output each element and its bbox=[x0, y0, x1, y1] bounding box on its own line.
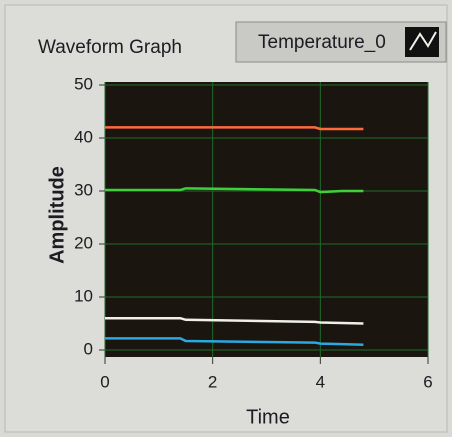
y-tick-label: 0 bbox=[84, 339, 93, 358]
y-tick-label: 30 bbox=[74, 180, 93, 199]
chart-title: Waveform Graph bbox=[38, 37, 182, 58]
y-tick-label: 50 bbox=[74, 74, 93, 93]
page: {"chart_data": {"type": "line", "title":… bbox=[0, 0, 452, 437]
y-tick-label: 10 bbox=[74, 286, 93, 305]
x-tick-label: 4 bbox=[316, 372, 325, 391]
y-tick-label: 40 bbox=[74, 127, 93, 146]
legend-label: Temperature_0 bbox=[258, 32, 386, 53]
plot-area bbox=[105, 82, 428, 357]
x-tick-label: 0 bbox=[100, 372, 109, 391]
x-tick-label: 6 bbox=[423, 372, 432, 391]
x-tick-label: 2 bbox=[208, 372, 217, 391]
x-axis-label: Time bbox=[246, 406, 290, 428]
y-tick-label: 20 bbox=[74, 233, 93, 252]
chart: Waveform Graph Temperature_0 Time Amplit… bbox=[0, 0, 452, 437]
legend-icon bbox=[405, 27, 439, 57]
y-axis-label: Amplitude bbox=[46, 166, 68, 264]
